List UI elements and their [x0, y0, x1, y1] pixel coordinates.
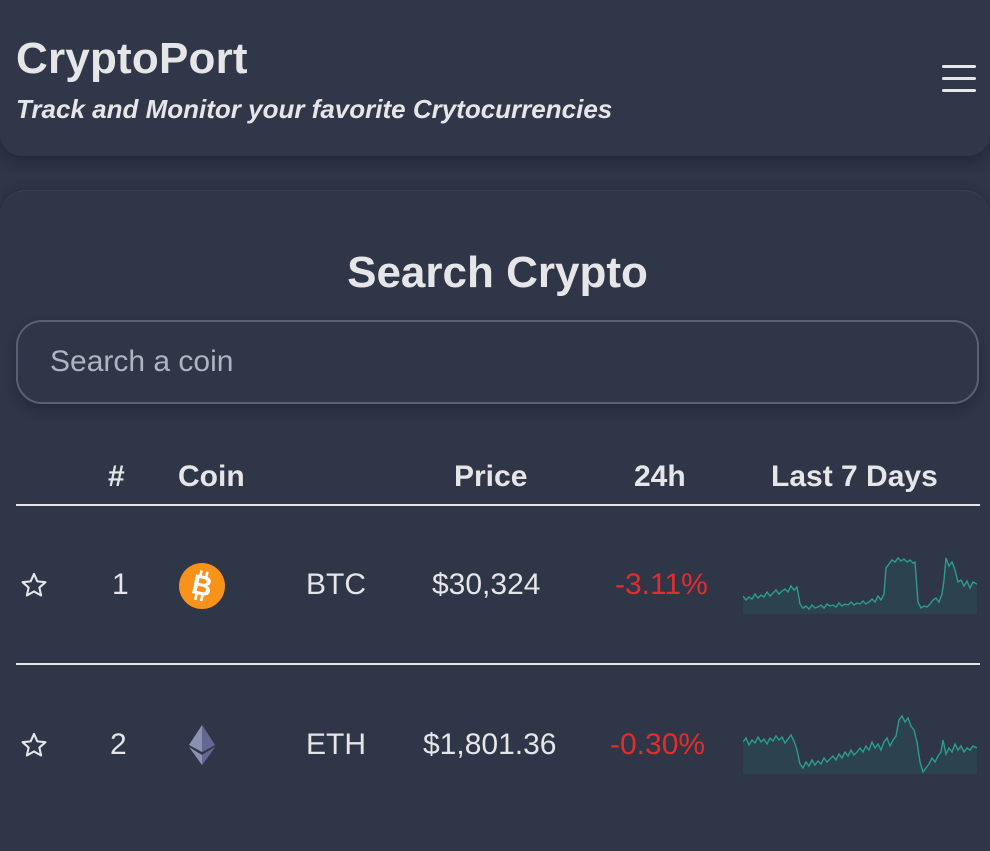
app-subtitle: Track and Monitor your favorite Crytocur… — [16, 94, 613, 124]
price-change-24h: -3.11% — [615, 568, 708, 601]
coin-rank: 2 — [110, 728, 127, 761]
sparkline-7d — [743, 714, 977, 774]
coin-rank: 1 — [112, 568, 129, 601]
coin-price: $1,801.36 — [423, 728, 557, 761]
sparkline-7d — [743, 556, 977, 614]
app-header: CryptoPort Track and Monitor your favori… — [0, 0, 990, 156]
column-header-coin: Coin — [178, 460, 245, 493]
price-change-24h: -0.30% — [610, 728, 706, 761]
table-header-divider — [16, 504, 980, 506]
app-title: CryptoPort — [16, 34, 248, 83]
coin-symbol: ETH — [306, 728, 366, 761]
star-outline-icon[interactable] — [20, 731, 48, 759]
column-header-price: Price — [454, 460, 528, 493]
main-panel — [0, 190, 990, 851]
search-heading: Search Crypto — [347, 248, 648, 297]
hamburger-menu-icon[interactable] — [942, 62, 976, 94]
coin-price: $30,324 — [432, 568, 541, 601]
bitcoin-icon: B — [179, 563, 225, 609]
ethereum-icon — [189, 725, 215, 765]
column-header-24h: 24h — [634, 460, 686, 493]
search-input[interactable] — [16, 320, 979, 404]
row-divider — [16, 663, 980, 665]
star-outline-icon[interactable] — [20, 571, 48, 599]
column-header-last-7-days: Last 7 Days — [771, 460, 938, 493]
column-header-rank: # — [108, 460, 125, 493]
coin-symbol: BTC — [306, 568, 366, 601]
